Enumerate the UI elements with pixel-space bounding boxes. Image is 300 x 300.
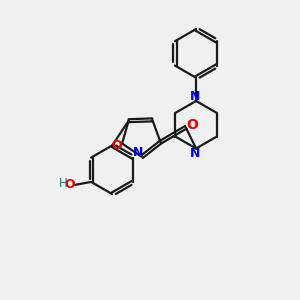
Text: N: N — [190, 147, 201, 160]
Text: O: O — [186, 118, 198, 132]
Text: N: N — [133, 146, 143, 159]
Text: O: O — [111, 139, 122, 152]
Text: H: H — [58, 177, 67, 190]
Text: N: N — [190, 90, 201, 103]
Text: O: O — [64, 178, 75, 191]
